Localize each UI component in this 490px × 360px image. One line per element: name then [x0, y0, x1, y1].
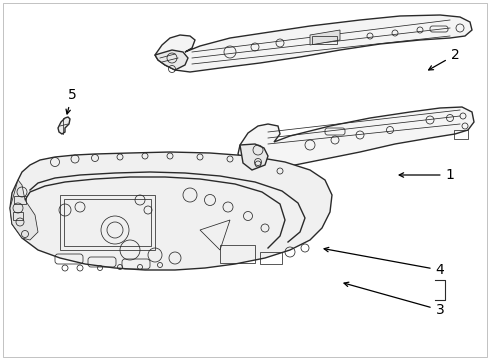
Polygon shape — [310, 30, 340, 45]
Text: 5: 5 — [66, 88, 76, 114]
Polygon shape — [10, 180, 38, 240]
Text: 2: 2 — [429, 48, 459, 70]
Text: 3: 3 — [344, 282, 444, 317]
Text: 4: 4 — [324, 247, 444, 277]
Polygon shape — [238, 107, 474, 172]
Polygon shape — [155, 50, 188, 70]
Polygon shape — [10, 152, 332, 270]
Text: 1: 1 — [399, 168, 454, 182]
Polygon shape — [58, 117, 70, 134]
Polygon shape — [240, 144, 268, 170]
Polygon shape — [155, 15, 472, 72]
